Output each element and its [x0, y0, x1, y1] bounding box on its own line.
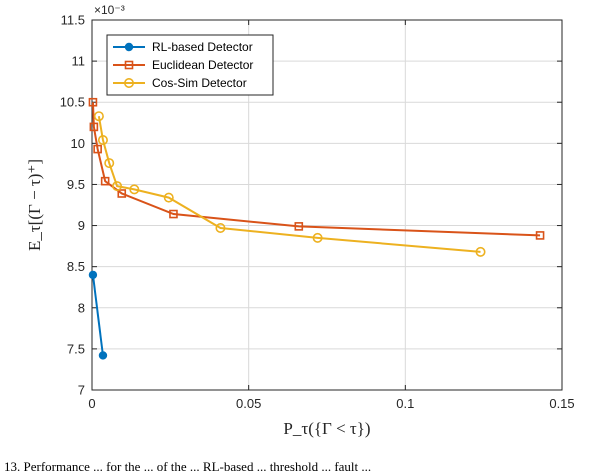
legend-label: Euclidean Detector — [152, 58, 253, 72]
y-tick-label: 10.5 — [60, 95, 85, 110]
y-tick-label: 8.5 — [67, 259, 85, 274]
series-group — [93, 111, 486, 257]
data-point-marker — [535, 231, 545, 240]
figure-caption-fragment: 13. Performance ... for the ... of the .… — [4, 459, 371, 474]
axis-ticks — [91, 19, 563, 391]
y-tick-label: 7 — [78, 383, 85, 398]
y-axis-title: E_τ[(Γ − τ)⁺] — [25, 159, 44, 251]
data-point-marker — [97, 135, 108, 146]
series-line — [97, 116, 481, 253]
x-tick-label: 0.1 — [396, 396, 414, 411]
data-point-marker — [98, 351, 108, 360]
data-point-marker — [93, 111, 104, 122]
y-axis-exponent-label: ×10⁻³ — [94, 3, 125, 17]
legend-item: RL-based Detector — [113, 40, 253, 54]
legend-items: RL-based Detector Euclidean Detector Cos-S… — [113, 40, 253, 90]
x-tick-label: 0.05 — [236, 396, 261, 411]
y-tick-label: 11.5 — [61, 13, 85, 28]
y-tick-label: 11 — [72, 54, 86, 69]
y-tick-label: 9.5 — [67, 177, 85, 192]
y-tick-label: 8 — [78, 300, 85, 315]
data-point-marker — [88, 270, 98, 280]
data-point-marker — [129, 184, 140, 195]
legend: RL-based Detector Euclidean Detector Cos-S… — [106, 34, 274, 96]
y-tick-label: 9 — [78, 218, 85, 233]
data-point-marker — [169, 209, 178, 219]
series-line — [91, 274, 104, 356]
data-point-marker — [124, 78, 135, 89]
data-point-marker — [88, 97, 98, 107]
data-point-marker — [215, 223, 226, 234]
data-point-marker — [124, 42, 134, 52]
series-group — [88, 270, 108, 360]
data-point-marker — [475, 246, 486, 257]
data-series — [88, 97, 545, 360]
data-point-marker — [124, 60, 134, 70]
y-tick-label: 10 — [71, 136, 85, 151]
data-point-marker — [100, 176, 110, 186]
x-tick-label: 0.15 — [549, 396, 574, 411]
legend-label: Cos-Sim Detector — [152, 76, 247, 90]
series-group — [88, 97, 545, 240]
legend-item: Euclidean Detector — [113, 58, 253, 72]
y-tick-label: 7.5 — [67, 341, 85, 356]
data-point-marker — [312, 232, 323, 243]
plot-area-frame — [91, 19, 563, 391]
data-point-marker — [163, 192, 174, 203]
legend-item: Cos-Sim Detector — [113, 76, 247, 90]
data-point-marker — [294, 222, 304, 231]
data-point-marker — [104, 158, 115, 169]
axis-tick-labels: 0 0.05 0.1 0.15 7 7.5 8 8.5 9 9.5 10 10.5 11 11.5 — [60, 13, 575, 412]
legend-label: RL-based Detector — [152, 40, 253, 54]
x-axis-title: P_τ({Γ < τ}) — [283, 419, 370, 438]
data-point-marker — [93, 144, 102, 154]
data-point-marker — [89, 122, 99, 132]
series-line — [91, 102, 541, 237]
data-point-marker — [112, 181, 123, 192]
x-tick-label: 0 — [88, 396, 95, 411]
data-point-marker — [117, 189, 127, 198]
